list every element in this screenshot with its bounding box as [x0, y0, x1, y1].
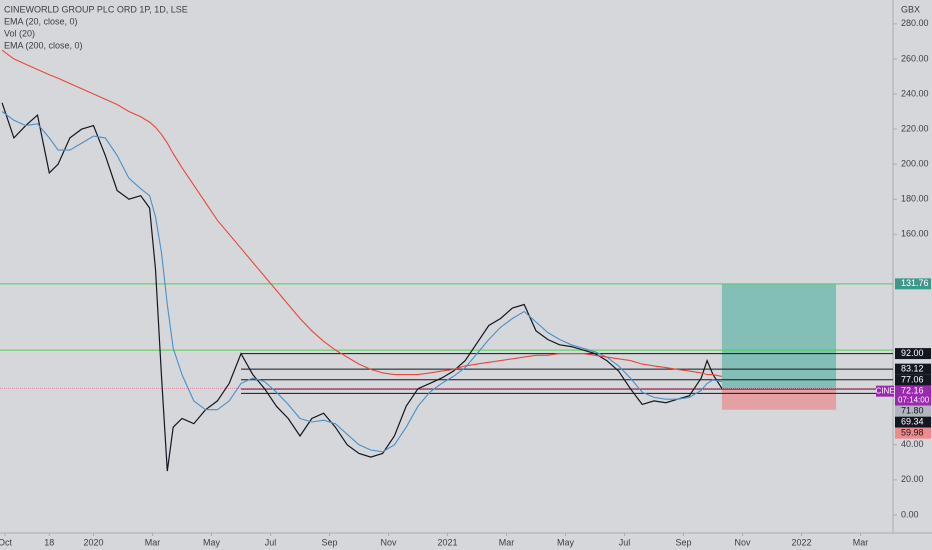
x-tick-label: May	[203, 537, 221, 547]
symbol-tag-bg	[876, 385, 894, 397]
price-label: 83.12	[901, 364, 924, 374]
currency-label: GBX	[901, 4, 920, 14]
price-label: 71.80	[901, 406, 924, 416]
price-label: 59.98	[901, 428, 924, 438]
price-label-bg	[895, 405, 931, 417]
price-label-bg	[895, 374, 931, 386]
ema-line	[1, 111, 723, 453]
x-tick-label: Sep	[676, 537, 692, 547]
price-label-bg	[895, 278, 931, 290]
y-tick-label: 260.00	[901, 53, 929, 63]
indicator-label: EMA (200, close, 0)	[4, 40, 83, 50]
x-tick-label: 2022	[792, 537, 812, 547]
y-tick-label: 160.00	[901, 229, 929, 239]
y-tick-label: 40.00	[901, 439, 924, 449]
y-tick-label: 0.00	[901, 509, 919, 519]
symbol-tag: CINE	[875, 386, 894, 395]
x-tick-label: Jul	[265, 537, 277, 547]
price-label-bg	[895, 416, 931, 428]
x-tick-label: Mar	[853, 537, 869, 547]
x-tick-label: Sep	[322, 537, 338, 547]
x-tick-label: 18	[44, 537, 54, 547]
chart-title: CINEWORLD GROUP PLC ORD 1P, 1D, LSE	[4, 4, 188, 14]
x-tick-label: 2021	[438, 537, 458, 547]
stop-zone	[721, 388, 837, 410]
x-tick-label: May	[557, 537, 575, 547]
price-label: 77.06	[901, 375, 924, 385]
y-tick-label: 240.00	[901, 88, 929, 98]
y-tick-label: 280.00	[901, 18, 929, 28]
price-label-bg	[895, 385, 931, 406]
price-label: 131.76	[901, 278, 929, 288]
x-tick-label: Jul	[619, 537, 631, 547]
x-tick-label: Mar	[499, 537, 515, 547]
price-label: 69.34	[901, 417, 924, 427]
y-tick-label: 220.00	[901, 123, 929, 133]
x-tick-label: Oct	[0, 537, 13, 547]
y-tick-label: 20.00	[901, 474, 924, 484]
indicator-label: EMA (20, close, 0)	[4, 16, 78, 26]
price-label: 72.16	[901, 386, 924, 396]
y-tick-label: 200.00	[901, 159, 929, 169]
price-label-bg	[895, 427, 931, 439]
price-line	[1, 102, 723, 472]
x-tick-label: 2020	[84, 537, 104, 547]
indicator-label: Vol (20)	[4, 28, 35, 38]
price-label-bg	[895, 363, 931, 375]
countdown-label: 07:14:00	[898, 395, 930, 404]
x-tick-label: Mar	[145, 537, 161, 547]
x-tick-label: Nov	[381, 537, 398, 547]
price-label: 92.00	[901, 348, 924, 358]
x-tick-label: Nov	[735, 537, 752, 547]
price-label-bg	[895, 348, 931, 360]
ema-line	[1, 49, 723, 377]
target-zone	[721, 283, 837, 389]
y-tick-label: 180.00	[901, 194, 929, 204]
